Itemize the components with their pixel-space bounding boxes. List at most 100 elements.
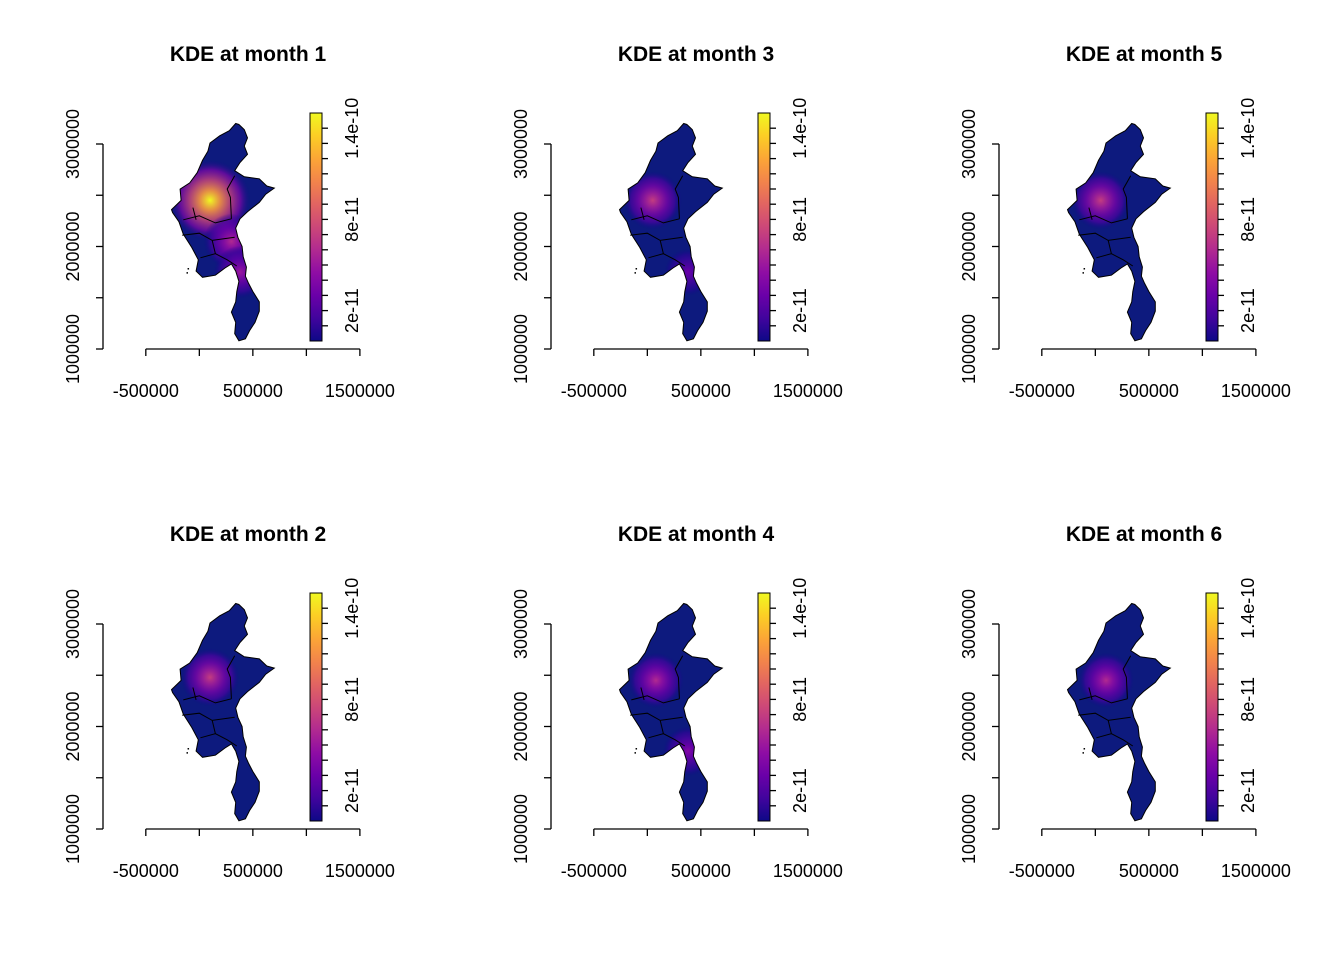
region-border [1088,687,1093,701]
region-border [1078,712,1131,721]
region-border [1122,175,1132,219]
kde-panel-6: KDE at month 6 -500000 500000 1500000 100000… [959,523,1291,881]
panel-title: KDE at month 2 [170,523,326,546]
y-tick-label: 2000000 [63,211,83,281]
y-tick-label: 2000000 [959,211,979,281]
region-border [674,655,684,699]
x-tick-label: -500000 [113,381,179,401]
panel-title: KDE at month 3 [618,43,774,66]
colorbar-label: 8e-11 [1238,677,1258,722]
island-dot [635,268,638,270]
density-hotspot [213,245,267,299]
island-dot [1083,268,1086,270]
region-border [640,687,645,701]
kde-panel-1: KDE at month 1 -500000 500000 1500000 100000… [63,43,395,401]
region-border [630,232,683,241]
region-border [211,720,216,734]
colorbar-label: 1.4e-10 [1238,578,1258,639]
region-border [183,215,232,224]
colorbar-label: 8e-11 [1238,197,1258,242]
country-border [1066,602,1172,822]
y-tick-label: 1000000 [959,314,979,384]
density-map [171,123,275,341]
y-tick-label: 3000000 [959,109,979,179]
x-tick-label: -500000 [113,861,179,881]
region-border [640,207,645,220]
region-border [674,175,684,219]
colorbar-label: 2e-11 [790,768,810,813]
density-hotspot [664,248,712,296]
density-hotspot [180,648,240,707]
region-border [226,175,236,219]
region-border [659,720,664,734]
colorbar-label: 8e-11 [790,677,810,722]
island-dot [187,748,190,750]
x-tick-label: -500000 [561,861,627,881]
colorbar [1205,592,1219,822]
region-border [1096,253,1134,267]
region-border [1079,215,1128,224]
colorbar [309,112,323,342]
colorbar-label: 2e-11 [1238,768,1258,813]
colorbar-label: 2e-11 [342,288,362,333]
region-border [1122,655,1132,699]
colorbar-label: 2e-11 [790,288,810,333]
colorbar-label: 8e-11 [342,197,362,242]
y-tick-label: 3000000 [63,589,83,659]
x-tick-label: 500000 [671,861,731,881]
density-hotspot [1071,171,1130,230]
region-border [1088,207,1093,220]
y-tick-label: 3000000 [63,109,83,179]
region-border [192,207,197,220]
colorbar [757,592,771,822]
region-border [211,240,216,254]
island-dot [1082,272,1084,274]
colorbar-label: 1.4e-10 [342,98,362,159]
x-tick-label: -500000 [561,381,627,401]
x-tick-label: -500000 [1009,861,1075,881]
colorbar-label: 8e-11 [790,197,810,242]
colorbar-label: 1.4e-10 [790,98,810,159]
colorbar-label: 1.4e-10 [1238,98,1258,159]
region-border [200,733,238,747]
region-border [200,253,238,267]
x-tick-label: 500000 [223,861,283,881]
density-hotspot [623,171,682,230]
x-tick-label: 500000 [1119,861,1179,881]
x-tick-label: 500000 [671,381,731,401]
y-tick-label: 2000000 [511,691,531,761]
density-hotspot [628,652,684,709]
region-border [182,712,235,721]
y-tick-label: 1000000 [511,314,531,384]
colorbar-label: 2e-11 [1238,288,1258,333]
region-border [1078,232,1131,241]
y-tick-label: 1000000 [959,794,979,864]
island-dot [186,272,188,274]
y-tick-label: 1000000 [511,794,531,864]
island-dot [634,752,636,754]
density-hotspot [1078,652,1134,709]
region-border [182,232,235,241]
colorbar-label: 8e-11 [342,677,362,722]
colorbar-label: 1.4e-10 [790,578,810,639]
x-tick-label: 1500000 [325,861,395,881]
colorbar [757,112,771,342]
kde-panel-2: KDE at month 3 -500000 500000 1500000 100000… [511,43,843,401]
island-dot [1082,752,1084,754]
colorbar [309,592,323,822]
y-tick-label: 2000000 [511,211,531,281]
x-tick-label: 1500000 [773,381,843,401]
region-border [183,695,232,704]
region-border [192,687,197,701]
region-border [1096,733,1134,747]
colorbar [1205,112,1219,342]
panel-title: KDE at month 6 [1066,523,1222,546]
country-border [618,602,724,822]
y-tick-label: 3000000 [511,589,531,659]
region-border [659,240,664,254]
y-tick-label: 3000000 [511,109,531,179]
x-tick-label: 1500000 [1221,861,1291,881]
colorbar-label: 1.4e-10 [342,578,362,639]
island-dot [187,268,190,270]
